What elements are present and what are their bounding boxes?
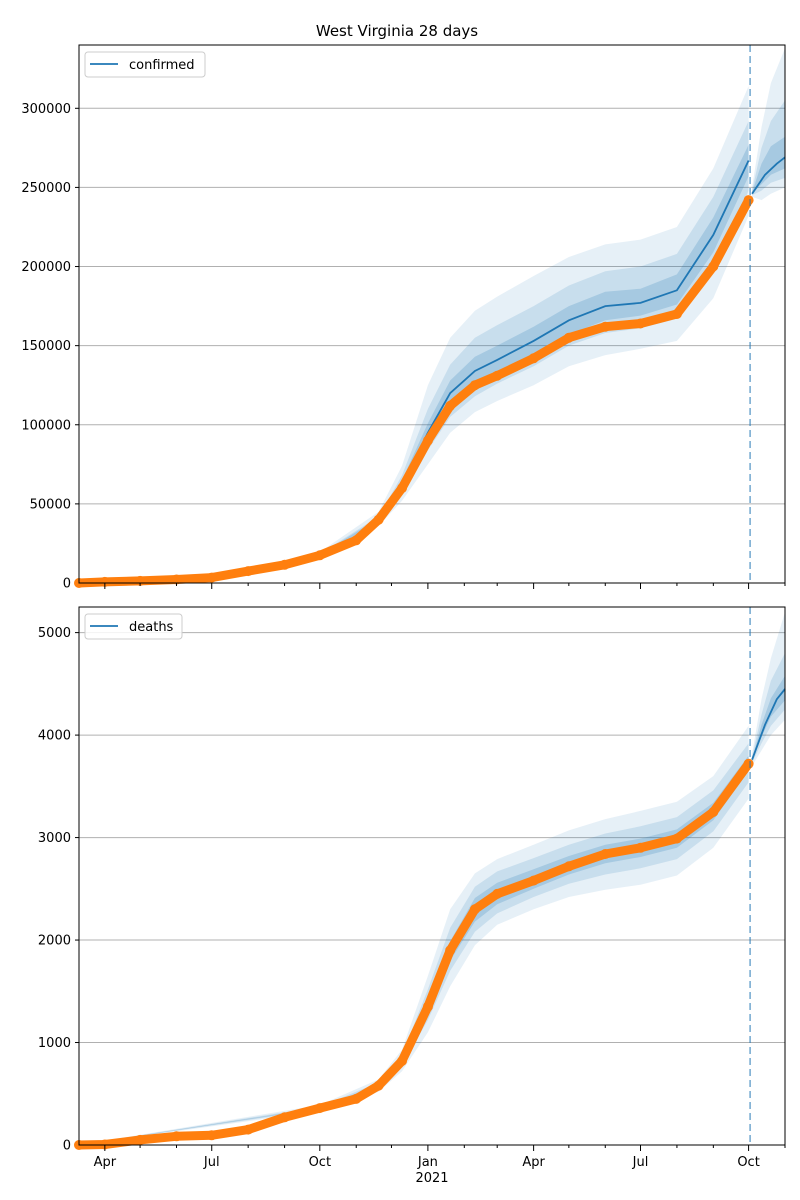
observed-point bbox=[373, 514, 384, 525]
observed-point bbox=[563, 861, 574, 872]
band-outer bbox=[79, 725, 749, 1145]
observed-point bbox=[314, 1103, 325, 1114]
y-tick-label: 3000 bbox=[38, 831, 71, 846]
chart-title: West Virginia 28 days bbox=[316, 22, 478, 40]
observed-point bbox=[528, 875, 539, 886]
observed-point bbox=[671, 309, 682, 319]
y-tick-label: 0 bbox=[63, 577, 71, 592]
y-tick-label: 4000 bbox=[38, 729, 71, 744]
y-tick-label: 50000 bbox=[30, 497, 71, 512]
observed-point bbox=[99, 576, 110, 587]
observed-point bbox=[314, 550, 325, 561]
observed-line bbox=[74, 759, 754, 1150]
band-inner bbox=[752, 136, 785, 194]
observed-line bbox=[74, 195, 754, 588]
x-tick-label: Apr bbox=[522, 1155, 545, 1170]
band-outer bbox=[79, 86, 749, 583]
band-inner bbox=[79, 755, 749, 1145]
observed-point bbox=[528, 353, 539, 364]
y-tick-label: 2000 bbox=[38, 934, 71, 949]
observed-point bbox=[492, 370, 503, 381]
observed-point bbox=[243, 566, 254, 577]
forecast-line bbox=[751, 688, 786, 761]
observed-point bbox=[708, 807, 719, 817]
legend-box bbox=[84, 613, 183, 640]
y-tick-label: 0 bbox=[63, 1139, 71, 1154]
band-middle bbox=[79, 743, 749, 1145]
observed-point bbox=[563, 332, 574, 343]
legend: confirmed bbox=[84, 51, 206, 78]
observed-point bbox=[708, 261, 719, 272]
confirmed-panel: 0 50000 100000 150000 200000 250000 300000 conf… bbox=[21, 44, 786, 592]
forecast-line bbox=[751, 156, 786, 195]
observed-point bbox=[445, 945, 456, 956]
observed-point bbox=[469, 380, 480, 391]
axes-frame bbox=[78, 44, 786, 584]
observed-point bbox=[373, 1080, 384, 1091]
band-outer bbox=[752, 48, 785, 201]
observed-point bbox=[206, 572, 217, 583]
x-tick-label: Jul bbox=[203, 1155, 220, 1170]
y-tick-label: 150000 bbox=[21, 339, 71, 354]
observed-point bbox=[469, 904, 480, 915]
y-tick-label: 5000 bbox=[38, 626, 71, 641]
observed-point bbox=[171, 574, 182, 585]
legend-box bbox=[84, 51, 206, 78]
legend-label: deaths bbox=[129, 620, 174, 635]
y-tick-label: 300000 bbox=[21, 102, 71, 117]
legend: deaths bbox=[84, 613, 183, 640]
x-tick-label: Oct bbox=[737, 1155, 759, 1170]
observed-point bbox=[422, 1001, 433, 1012]
observed-point bbox=[445, 400, 456, 411]
y-tick-label: 200000 bbox=[21, 260, 71, 275]
observed-point bbox=[243, 1124, 254, 1135]
deaths-panel: 0 1000 2000 3000 4000 5000 Apr Jul Oct Jan Apr Jul O… bbox=[38, 606, 786, 1170]
observed-point bbox=[743, 195, 754, 206]
legend-label: confirmed bbox=[129, 58, 195, 73]
observed-point bbox=[492, 888, 503, 899]
y-tick-label: 250000 bbox=[21, 181, 71, 196]
axes-frame bbox=[78, 606, 786, 1146]
observed-point bbox=[671, 833, 682, 844]
observed-point bbox=[206, 1130, 217, 1141]
y-tick-label: 100000 bbox=[21, 418, 71, 433]
observed-point bbox=[422, 435, 433, 446]
x-tick-label: Jul bbox=[632, 1155, 649, 1170]
x-tick-label: Apr bbox=[94, 1155, 117, 1170]
observed-point bbox=[351, 1093, 362, 1104]
x-axis-year-label: 2021 bbox=[415, 1171, 448, 1186]
observed-point bbox=[279, 559, 290, 570]
y-tick-label: 1000 bbox=[38, 1036, 71, 1051]
observed-point bbox=[171, 1131, 182, 1142]
x-tick-label: Oct bbox=[309, 1155, 331, 1170]
observed-point bbox=[135, 1134, 146, 1145]
observed-point bbox=[600, 849, 611, 859]
observed-point bbox=[279, 1112, 290, 1123]
band-outer bbox=[752, 612, 785, 766]
observed-point bbox=[635, 318, 646, 329]
observed-point bbox=[351, 535, 362, 546]
band-middle bbox=[752, 100, 785, 196]
observed-point bbox=[743, 758, 754, 769]
x-tick-label: Jan bbox=[417, 1155, 438, 1170]
observed-point bbox=[397, 483, 407, 494]
observed-point bbox=[397, 1056, 407, 1066]
observed-point bbox=[635, 842, 646, 853]
observed-point bbox=[600, 321, 611, 332]
